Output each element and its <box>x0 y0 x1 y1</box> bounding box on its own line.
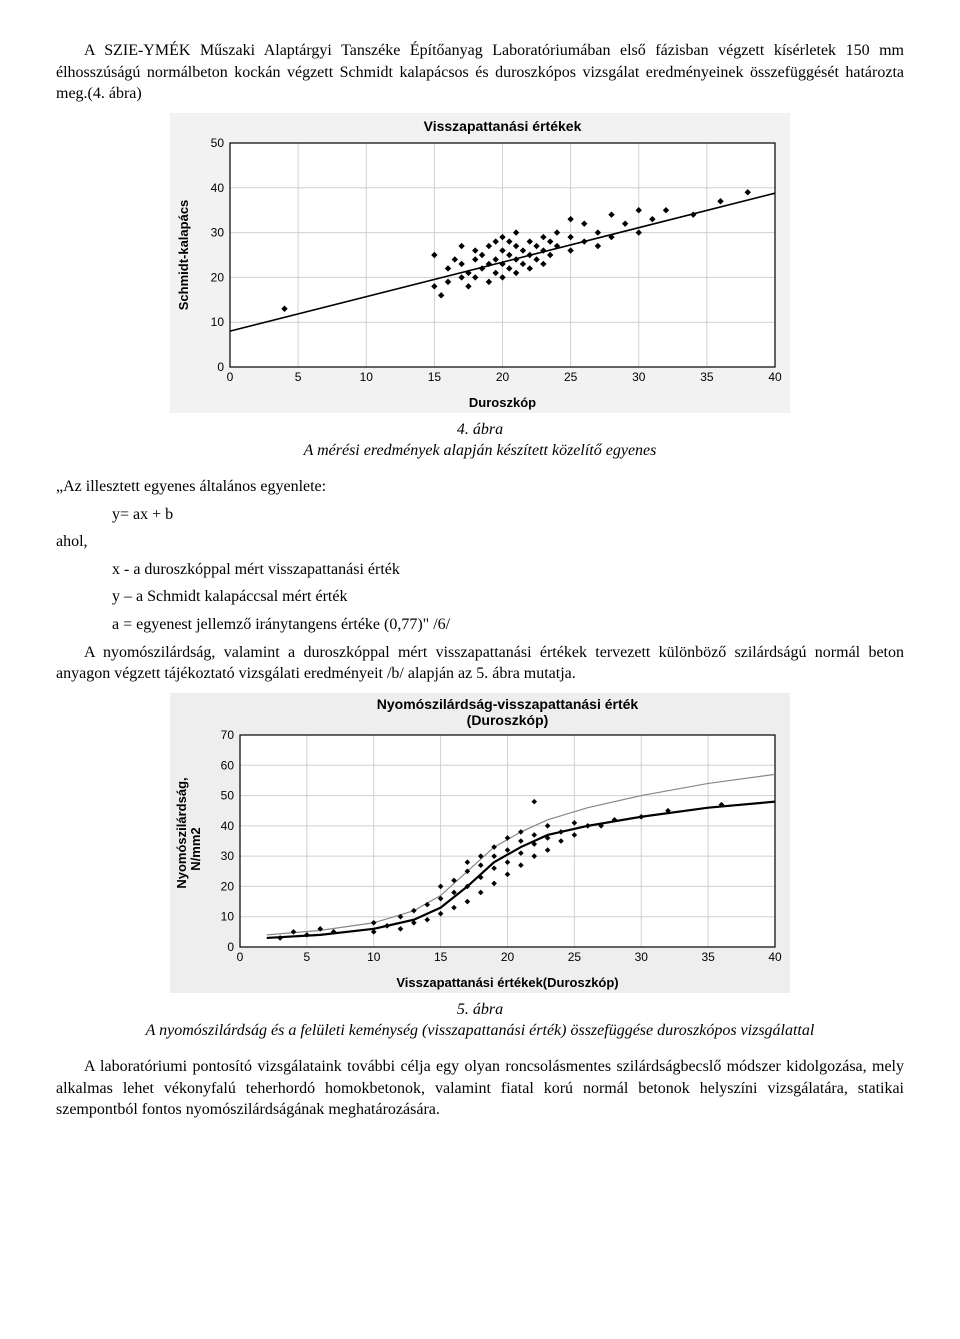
equation: y= ax + b <box>112 504 904 526</box>
svg-text:30: 30 <box>221 849 235 863</box>
where-y: y – a Schmidt kalapáccsal mért érték <box>112 586 904 608</box>
svg-text:Schmidt-kalapács: Schmidt-kalapács <box>176 200 191 311</box>
svg-text:40: 40 <box>768 950 782 964</box>
where-x: x - a duroszkóppal mért visszapattanási … <box>112 559 904 581</box>
figure-4-caption: 4. ábra A mérési eredmények alapján kész… <box>56 419 904 462</box>
equation-intro: „Az illesztett egyenes általános egyenle… <box>56 476 904 498</box>
svg-text:30: 30 <box>211 225 225 239</box>
svg-text:Visszapattanási értékek(Durosz: Visszapattanási értékek(Duroszkóp) <box>396 975 618 990</box>
svg-text:25: 25 <box>564 370 578 384</box>
where-a: a = egyenest jellemző iránytangens érték… <box>112 614 904 636</box>
svg-text:20: 20 <box>221 879 235 893</box>
paragraph-1: A SZIE-YMÉK Műszaki Alaptárgyi Tanszéke … <box>56 40 904 105</box>
svg-text:0: 0 <box>217 360 224 374</box>
svg-text:40: 40 <box>768 370 782 384</box>
paragraph-3: A laboratóriumi pontosító vizsgálataink … <box>56 1056 904 1121</box>
svg-text:Nyomószilárdság-visszapattanás: Nyomószilárdság-visszapattanási érték <box>377 696 639 712</box>
svg-text:30: 30 <box>635 950 649 964</box>
svg-text:10: 10 <box>360 370 374 384</box>
svg-text:70: 70 <box>221 728 235 742</box>
svg-text:5: 5 <box>304 950 311 964</box>
svg-text:(Duroszkóp): (Duroszkóp) <box>467 712 549 728</box>
svg-text:0: 0 <box>227 370 234 384</box>
figure-5: 0 5 10 15 20 25 30 35 40 0 10 20 30 40 50 60 70 Nyomószil… <box>56 693 904 993</box>
svg-text:20: 20 <box>211 270 225 284</box>
svg-text:Visszapattanási értékek: Visszapattanási értékek <box>424 118 582 134</box>
svg-text:60: 60 <box>221 758 235 772</box>
figure-5-label: 5. ábra <box>56 999 904 1021</box>
paragraph-2: A nyomószilárdság, valamint a duroszkópp… <box>56 642 904 685</box>
figure-4-label: 4. ábra <box>56 419 904 441</box>
svg-text:20: 20 <box>501 950 515 964</box>
figure-5-caption-text: A nyomószilárdság és a felületi keménysé… <box>146 1022 815 1039</box>
svg-text:0: 0 <box>237 950 244 964</box>
svg-text:15: 15 <box>434 950 448 964</box>
svg-text:Nyomószilárdság,: Nyomószilárdság, <box>174 777 189 888</box>
svg-text:35: 35 <box>701 950 715 964</box>
where-label: ahol, <box>56 531 904 553</box>
svg-text:50: 50 <box>211 136 225 150</box>
svg-text:35: 35 <box>700 370 714 384</box>
figure-4-caption-text: A mérési eredmények alapján készített kö… <box>304 442 657 459</box>
figure-5-caption: 5. ábra A nyomószilárdság és a felületi … <box>56 999 904 1042</box>
svg-text:20: 20 <box>496 370 510 384</box>
svg-text:10: 10 <box>211 315 225 329</box>
svg-text:25: 25 <box>568 950 582 964</box>
svg-text:N/mm2: N/mm2 <box>188 827 203 870</box>
svg-text:5: 5 <box>295 370 302 384</box>
svg-text:50: 50 <box>221 788 235 802</box>
svg-text:Duroszkóp: Duroszkóp <box>469 395 536 410</box>
svg-text:40: 40 <box>221 819 235 833</box>
svg-text:40: 40 <box>211 181 225 195</box>
svg-text:10: 10 <box>221 909 235 923</box>
svg-text:0: 0 <box>227 940 234 954</box>
figure-4: 0 5 10 15 20 25 30 35 40 0 10 20 30 40 50 Visszapattaná… <box>56 113 904 413</box>
svg-text:30: 30 <box>632 370 646 384</box>
svg-text:10: 10 <box>367 950 381 964</box>
svg-text:15: 15 <box>428 370 442 384</box>
